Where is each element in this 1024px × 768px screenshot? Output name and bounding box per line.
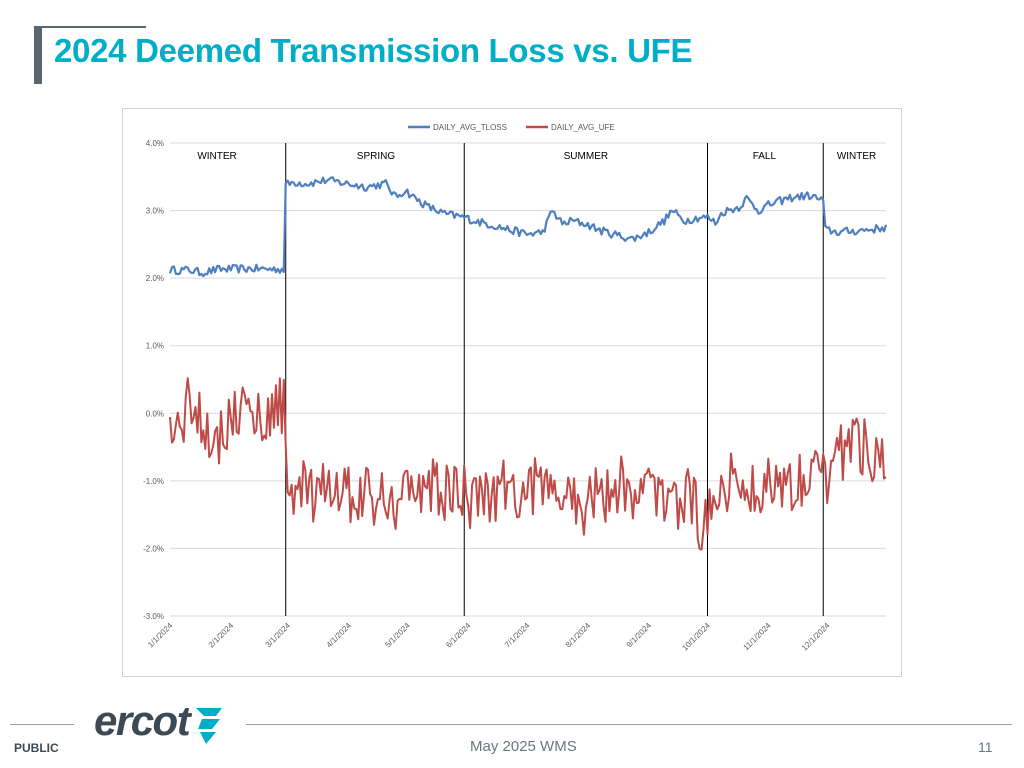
x-tick-label: 4/1/2024 (325, 621, 354, 650)
season-label: SUMMER (564, 151, 608, 162)
y-tick-label: -3.0% (143, 612, 164, 621)
x-tick-label: 11/1/2024 (742, 621, 773, 652)
series-line-tloss (168, 176, 888, 278)
y-tick-label: 1.0% (146, 342, 164, 351)
x-tick-label: 8/1/2024 (564, 621, 593, 650)
x-tick-label: 3/1/2024 (264, 621, 293, 650)
footer-divider-right (246, 724, 1012, 725)
page-title: 2024 Deemed Transmission Loss vs. UFE (54, 32, 693, 69)
season-label: FALL (753, 151, 777, 162)
legend-label: DAILY_AVG_UFE (551, 123, 615, 132)
page-number: 11 (978, 739, 993, 755)
x-tick-label: 12/1/2024 (800, 621, 832, 653)
season-label: WINTER (837, 151, 876, 162)
classification-label: PUBLIC (14, 741, 59, 755)
footer-meeting: May 2025 WMS (470, 738, 577, 755)
y-tick-label: 2.0% (146, 274, 164, 283)
x-tick-label: 7/1/2024 (503, 621, 532, 650)
x-tick-label: 6/1/2024 (444, 621, 473, 650)
x-tick-label: 10/1/2024 (680, 621, 712, 653)
legend-label: DAILY_AVG_TLOSS (433, 123, 507, 132)
series-line-ufe (169, 377, 887, 551)
y-tick-label: -1.0% (143, 477, 164, 486)
y-tick-label: 3.0% (146, 207, 164, 216)
x-tick-label: 5/1/2024 (383, 621, 412, 650)
season-label: WINTER (197, 151, 236, 162)
y-tick-label: 0.0% (146, 409, 164, 418)
title-accent-left (34, 26, 42, 84)
chart-frame: 4.0% 3.0% 2.0% 1.0% 0.0% -1.0% -2.0% -3.0% 1/1/2… (122, 108, 902, 677)
footer-divider-left (10, 724, 74, 725)
y-tick-label: -2.0% (143, 544, 164, 553)
logo-wordmark: ercot (94, 697, 191, 744)
x-tick-label: 2/1/2024 (207, 621, 236, 650)
ercot-logo: ercot (94, 698, 234, 748)
y-tick-label: 4.0% (146, 139, 164, 148)
title-accent-top (34, 26, 146, 28)
x-tick-label: 1/1/2024 (146, 621, 175, 650)
x-tick-label: 9/1/2024 (625, 621, 654, 650)
line-chart: 4.0% 3.0% 2.0% 1.0% 0.0% -1.0% -2.0% -3.0%1/1/2… (143, 123, 888, 653)
texas-lightning-icon (196, 708, 222, 744)
season-label: SPRING (357, 151, 396, 162)
